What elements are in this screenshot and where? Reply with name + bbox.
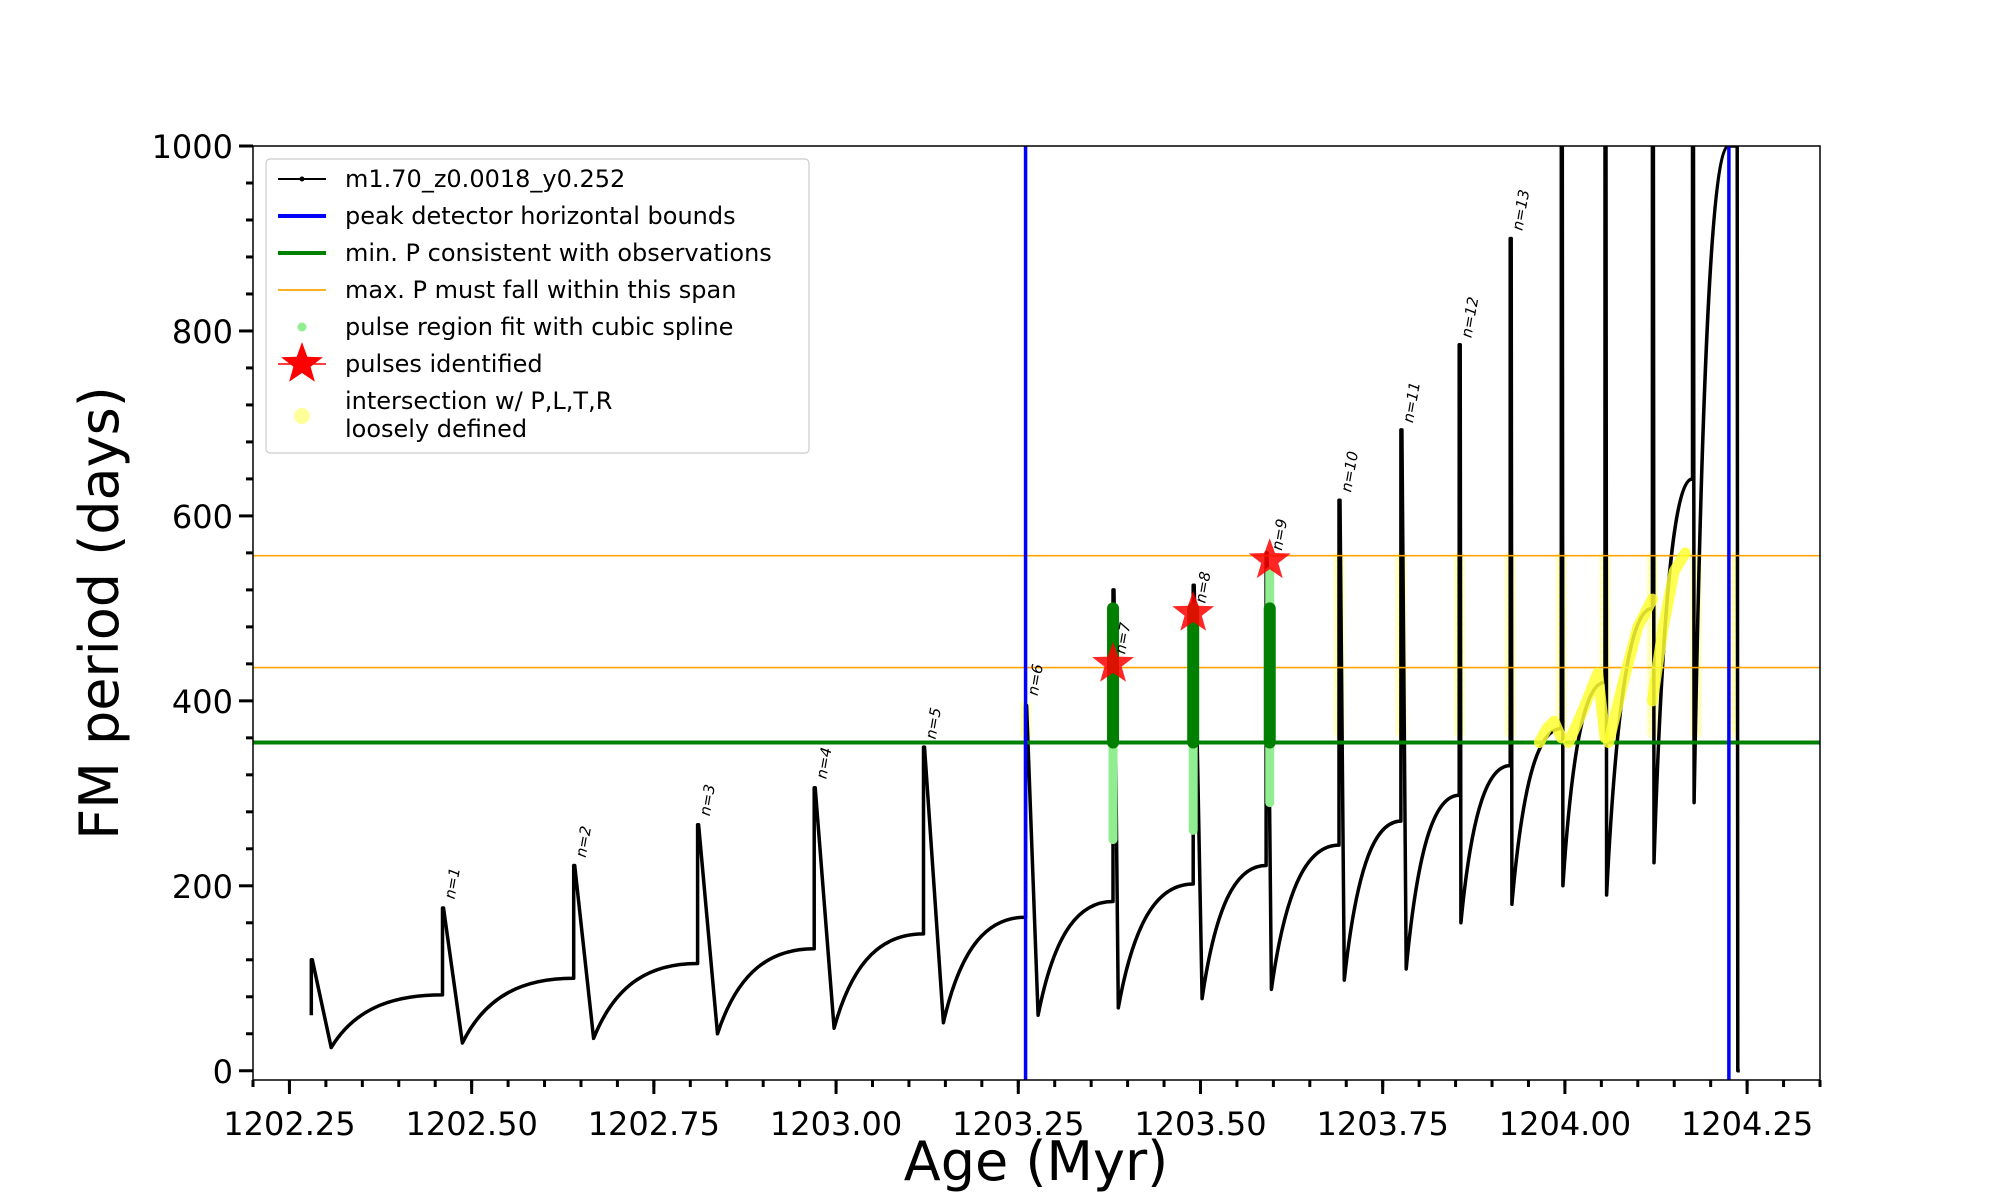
pulse-label: n=6	[1024, 663, 1047, 697]
x-tick-label: 1203.00	[770, 1105, 902, 1143]
legend-label-line2: loosely defined	[345, 415, 527, 443]
pulse-label: n=4	[812, 746, 835, 780]
pulse-label: n=1	[441, 866, 464, 900]
legend-handle-marker	[299, 176, 305, 182]
legend-label: pulses identified	[345, 350, 543, 378]
y-tick-label: 0	[213, 1053, 233, 1091]
legend-label: m1.70_z0.0018_y0.252	[345, 165, 625, 193]
x-tick-label: 1202.75	[588, 1105, 720, 1143]
intersection-curve	[1533, 715, 1567, 748]
pulse-label: n=3	[696, 783, 719, 817]
axes-layer: 1202.25 1202.50 1202.75 1203.00 1203.25 1203.…	[152, 128, 1822, 1143]
intersection-curve	[1646, 547, 1691, 707]
pulse-label: n=5	[922, 706, 945, 740]
x-tick-label: 1203.25	[952, 1105, 1084, 1143]
pulse-star	[1248, 538, 1291, 579]
pulse-label: n=9	[1268, 517, 1291, 551]
x-tick-label: 1203.75	[1317, 1105, 1449, 1143]
x-tick-label: 1202.25	[223, 1105, 355, 1143]
legend-label: intersection w/ P,L,T,R	[345, 387, 612, 415]
y-tick-label: 600	[172, 498, 233, 536]
period-curve	[309, 146, 1740, 1073]
legend-label: pulse region fit with cubic spline	[345, 313, 733, 341]
legend-handle-dot	[297, 322, 307, 332]
plot-frame	[252, 145, 1821, 1081]
pulse-star	[1092, 641, 1134, 682]
legend-label: max. P must fall within this span	[345, 276, 736, 304]
intersection-curve	[1603, 593, 1658, 748]
y-tick-label: 1000	[152, 128, 233, 166]
legend-handle-star	[281, 342, 323, 382]
x-tick-label: 1203.50	[1134, 1105, 1266, 1143]
x-tick-label: 1204.00	[1499, 1105, 1631, 1143]
legend-label: min. P consistent with observations	[345, 239, 772, 267]
pulse-label: n=2	[572, 824, 595, 858]
pulse-label: n=11	[1399, 380, 1424, 424]
y-axis-title: FM period (days)	[68, 386, 131, 840]
pulse-label: n=12	[1457, 295, 1482, 339]
intersection-curve	[1563, 667, 1611, 748]
legend-box	[265, 158, 810, 454]
x-tick-label: 1204.25	[1681, 1105, 1813, 1143]
pulse-star	[1172, 591, 1215, 631]
pulse-label: n=7	[1111, 621, 1134, 656]
plot-layer: n=1 n=2 n=3 n=4 n=5 n=6 n=7 n=8 n=9 n=10 n=11 n=12 n…	[253, 146, 1820, 1080]
legend-handle-circle	[294, 408, 310, 424]
x-axis-title: Age (Myr)	[904, 1130, 1169, 1193]
pulse-label: n=8	[1191, 570, 1214, 604]
y-tick-label: 400	[172, 683, 233, 721]
pulse-label: n=10	[1337, 450, 1362, 494]
y-tick-label: 200	[172, 868, 233, 906]
legend-label: peak detector horizontal bounds	[345, 202, 736, 230]
x-tick-label: 1202.50	[405, 1105, 537, 1143]
pulse-label: n=13	[1508, 188, 1533, 232]
y-tick-label: 800	[172, 313, 233, 351]
